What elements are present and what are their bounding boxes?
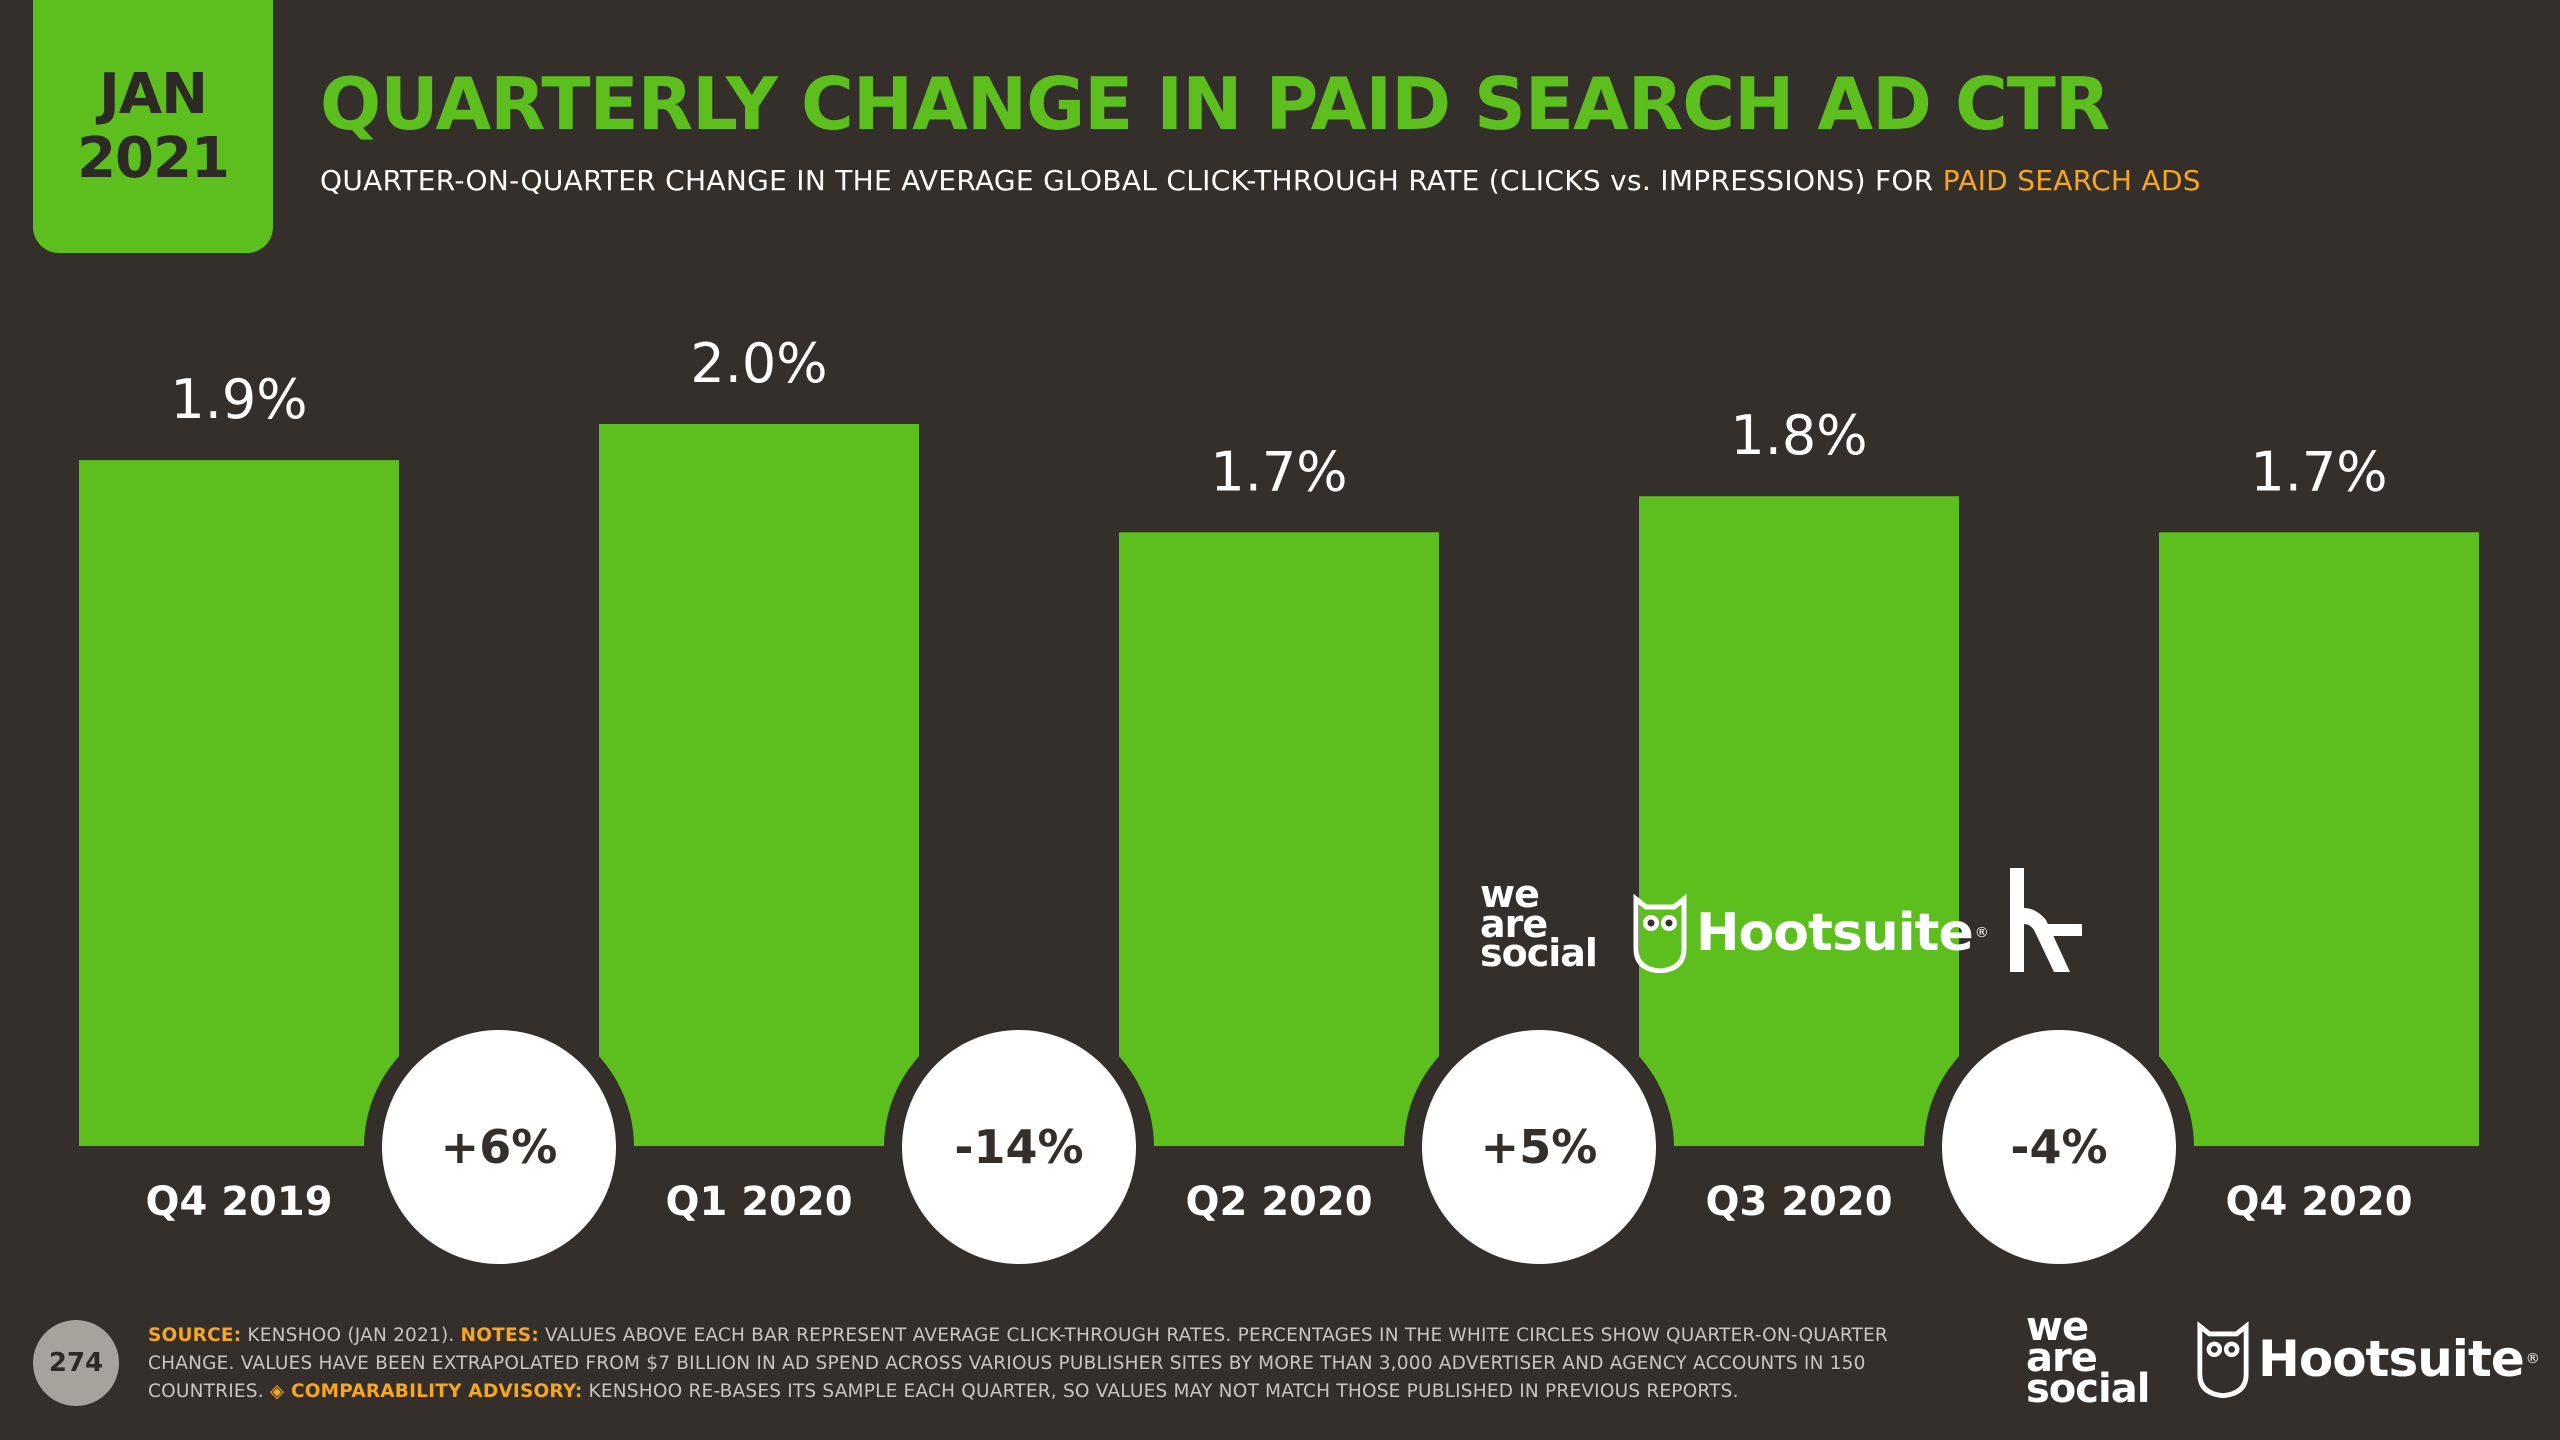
kenshoo-k-icon: [2010, 868, 2082, 972]
change-label: -14%: [954, 1120, 1083, 1174]
page-number: 274: [33, 1320, 119, 1406]
we-are-social-logo: we are social: [1480, 872, 1598, 976]
logo-word-social: social: [1480, 931, 1598, 976]
bar-value-label: 1.8%: [1730, 404, 1867, 467]
subtitle-text: QUARTER-ON-QUARTER CHANGE IN THE AVERAGE…: [320, 164, 1943, 197]
notes-key: NOTES:: [460, 1325, 539, 1346]
source-key: SOURCE:: [148, 1325, 242, 1346]
footer-hootsuite-logo: Hootsuite ®: [2196, 1320, 2540, 1398]
advisory-key: ◈ COMPARABILITY ADVISORY:: [269, 1381, 583, 1402]
change-label: -4%: [2010, 1120, 2107, 1174]
category-label: Q1 2020: [665, 1179, 852, 1225]
change-label: +5%: [1481, 1120, 1598, 1174]
partner-logos: we are social: [1480, 872, 1598, 976]
registered-mark: ®: [1974, 925, 1989, 941]
category-label: Q4 2020: [2225, 1179, 2412, 1225]
footer-word-are: are: [2026, 1335, 2098, 1382]
owl-icon: [1633, 893, 1687, 973]
page-title: QUARTERLY CHANGE IN PAID SEARCH AD CTR: [320, 62, 2110, 146]
bar-value-label: 1.7%: [2250, 440, 2387, 503]
footer-owl-icon: [2197, 1321, 2249, 1398]
source-text: KENSHOO (JAN 2021).: [241, 1325, 461, 1346]
bar-value-label: 2.0%: [690, 332, 827, 395]
bar-value-label: 1.7%: [1210, 440, 1347, 503]
advisory-text: KENSHOO RE-BASES ITS SAMPLE EACH QUARTER…: [582, 1381, 1739, 1402]
date-month: JAN: [98, 61, 208, 127]
change-circle: [902, 1030, 1136, 1264]
hootsuite-logo: Hootsuite ®: [1632, 893, 1989, 973]
change-circle: [1422, 1030, 1656, 1264]
bar-3: [1119, 532, 1439, 1146]
bar-2: [599, 424, 919, 1146]
date-badge: JAN 2021: [33, 0, 273, 253]
footer-registered-mark: ®: [2525, 1351, 2540, 1367]
footer-notes: SOURCE: KENSHOO (JAN 2021). NOTES: VALUE…: [148, 1322, 1928, 1406]
logo-word-we: we: [1480, 872, 1540, 916]
bar-1: [79, 460, 399, 1147]
category-label: Q4 2019: [145, 1179, 332, 1225]
bar-5: [2159, 532, 2479, 1146]
footer-hootsuite-wordmark: Hootsuite: [2258, 1330, 2525, 1388]
bar-chart: 1.9% Q4 2019 2.0% Q1 2020 1.7% Q2 2020 1.8% Q3 …: [79, 332, 2479, 1264]
logo-word-are: are: [1480, 901, 1548, 946]
bar-value-label: 1.9%: [170, 368, 307, 431]
page-subtitle: QUARTER-ON-QUARTER CHANGE IN THE AVERAGE…: [320, 164, 2201, 197]
kenshoo-logo: k: [2006, 868, 2086, 974]
change-circle: [1942, 1030, 2176, 1264]
footer-word-we: we: [2026, 1304, 2089, 1350]
bar-4: [1639, 496, 1959, 1146]
change-circle: [382, 1030, 616, 1264]
footer-was-stack: we are social: [2026, 1304, 2150, 1413]
category-label: Q2 2020: [1185, 1179, 1372, 1225]
date-year: 2021: [77, 125, 230, 191]
notes-text: VALUES ABOVE EACH BAR REPRESENT AVERAGE …: [148, 1325, 1888, 1402]
subtitle-highlight: PAID SEARCH ADS: [1942, 164, 2201, 197]
footer-we-are-social-logo: we are social: [2026, 1304, 2150, 1413]
hootsuite-wordmark: Hootsuite: [1696, 903, 1974, 963]
change-label: +6%: [441, 1120, 558, 1174]
category-label: Q3 2020: [1705, 1179, 1892, 1225]
footer-word-social: social: [2026, 1366, 2150, 1413]
